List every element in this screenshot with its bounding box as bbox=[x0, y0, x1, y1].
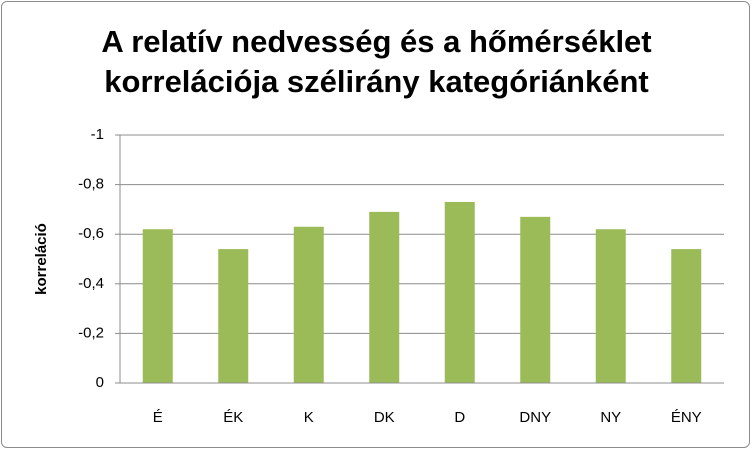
bar bbox=[369, 211, 400, 383]
x-tick-label: DNY bbox=[519, 409, 551, 426]
bar bbox=[671, 249, 702, 383]
chart-title: A relatív nedvesség és a hőmérséklet kor… bbox=[101, 24, 652, 99]
x-tick-label: DK bbox=[374, 409, 395, 426]
y-tick-label: 0 bbox=[96, 374, 104, 391]
y-axis-label: korreláció bbox=[33, 223, 50, 295]
bar bbox=[142, 229, 173, 383]
y-tick-label: -0,6 bbox=[78, 225, 104, 242]
bar bbox=[218, 249, 249, 383]
x-tick-label: K bbox=[304, 409, 314, 426]
bar bbox=[595, 229, 626, 383]
x-tick-label: ÉNY bbox=[671, 409, 702, 426]
y-tick-label: -0,4 bbox=[78, 275, 104, 292]
x-tick-label: D bbox=[454, 409, 465, 426]
y-tick-label: -1 bbox=[91, 126, 104, 143]
y-tick-label: -0,8 bbox=[78, 176, 104, 193]
bar bbox=[444, 201, 475, 383]
x-tick-label: NY bbox=[600, 409, 621, 426]
y-tick-label: -0,2 bbox=[78, 324, 104, 341]
bar bbox=[520, 216, 551, 383]
x-tick-label: É bbox=[153, 409, 163, 426]
bar bbox=[293, 226, 324, 383]
x-tick-label: ÉK bbox=[223, 409, 243, 426]
